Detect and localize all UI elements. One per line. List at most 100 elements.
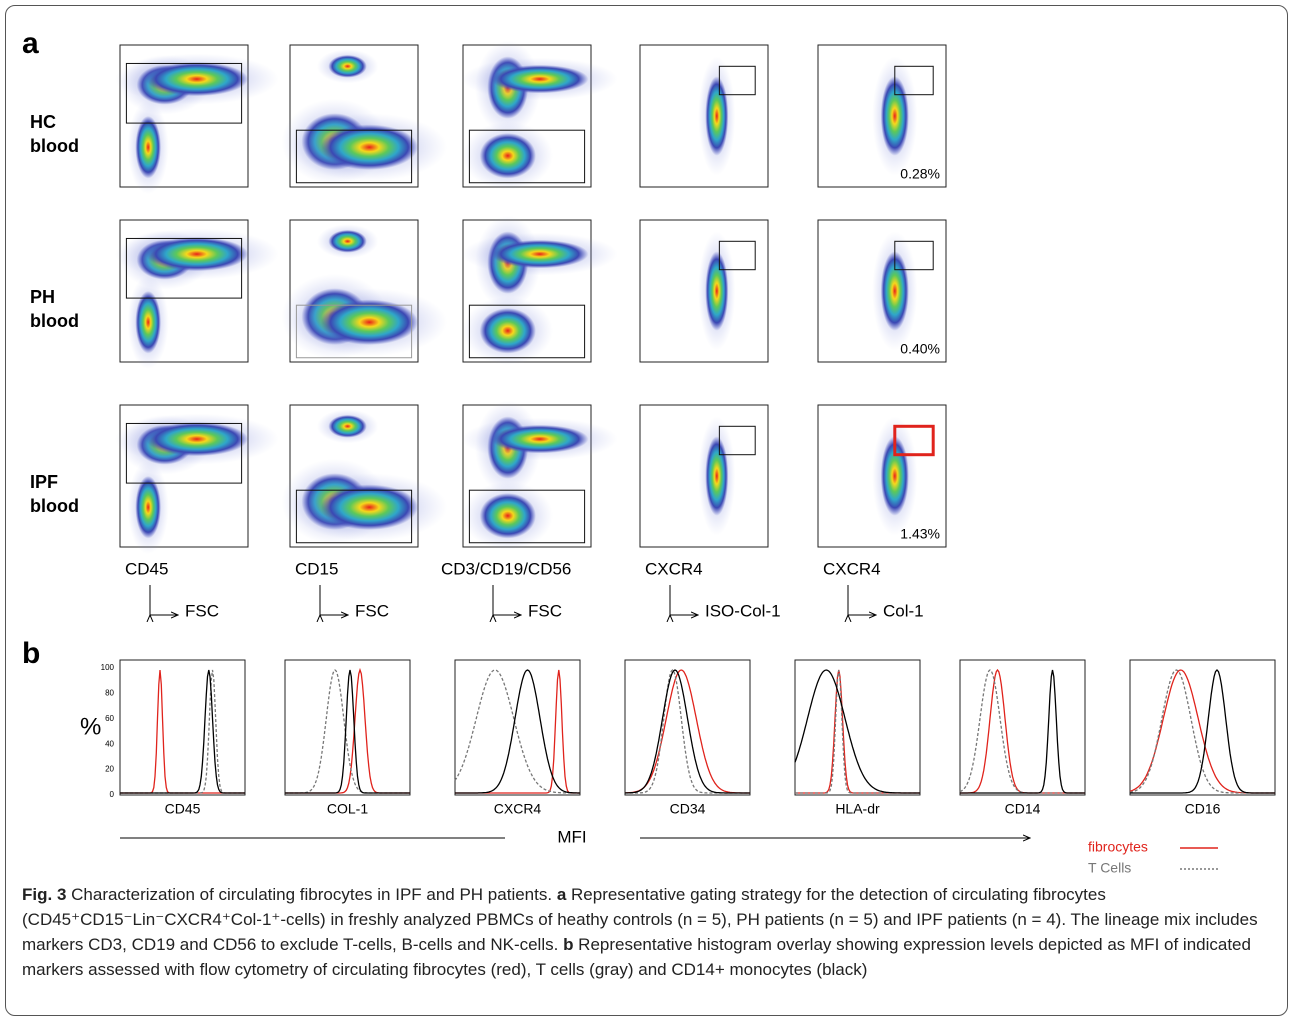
gate: [125, 422, 243, 484]
histogram-curve: [625, 669, 750, 794]
histogram-curve: [960, 669, 1085, 794]
density: [145, 422, 248, 457]
density: [135, 116, 161, 179]
density: [320, 484, 418, 530]
y-tick-label: 100: [101, 663, 115, 672]
density: [145, 62, 248, 97]
axis-y-label: CD45: [125, 559, 168, 578]
gate: [718, 65, 756, 96]
histogram-frame: [119, 659, 246, 796]
histogram-curve: [120, 669, 245, 794]
y-label: %: [80, 713, 101, 740]
density: [135, 476, 161, 539]
figure: a b % MFI HC blood 0.28% PH blood 0.40% IPF blo…: [22, 27, 1276, 876]
fig-label: Fig. 3: [22, 885, 67, 904]
axis-x-label: Col-1: [883, 601, 924, 620]
x-label: MFI: [557, 827, 586, 846]
axis-arrow: [670, 585, 698, 615]
caption-label: b: [563, 935, 574, 954]
histogram-curve: [285, 669, 410, 794]
legend-label: T Cells: [1088, 860, 1131, 876]
gate: [718, 425, 756, 456]
axis-arrow: [493, 585, 521, 615]
axis-y-label: CD3/CD19/CD56: [441, 559, 571, 578]
caption-label: a: [556, 885, 567, 904]
marker-label: CD34: [670, 801, 706, 817]
density: [491, 64, 589, 94]
density: [320, 124, 418, 170]
histogram-curve: [1130, 669, 1275, 794]
caption-title: Characterization of circulating fibrocyt…: [66, 885, 557, 904]
histogram-frame: [794, 659, 921, 796]
histogram-curve: [624, 669, 750, 794]
density: [491, 424, 589, 454]
histogram-curve: [794, 669, 920, 794]
density: [320, 299, 418, 345]
row-label: HC: [30, 112, 56, 132]
figure-frame: [5, 5, 1288, 1016]
axis-y-label: CXCR4: [823, 559, 881, 578]
gate: [295, 304, 413, 359]
density: [705, 436, 729, 516]
gate: [893, 424, 935, 457]
panel-label: a: [22, 27, 39, 60]
percent: 1.43%: [900, 526, 940, 542]
gate: [718, 240, 756, 271]
gate: [468, 129, 586, 184]
marker-label: CD16: [1185, 801, 1221, 817]
marker-label: COL-1: [327, 801, 368, 817]
gate: [894, 240, 934, 271]
percent: 0.40%: [900, 341, 940, 357]
histogram-frame: [284, 659, 411, 796]
y-tick-label: 80: [105, 689, 114, 698]
density: [145, 237, 248, 272]
histogram-frame: [1129, 659, 1276, 796]
caption-text: Representative histogram overlay showing…: [22, 935, 1251, 979]
gate: [295, 489, 413, 544]
gate: [125, 62, 243, 124]
gate: [468, 489, 586, 544]
row-label: IPF: [30, 472, 58, 492]
row-label: blood: [30, 136, 79, 156]
density: [705, 251, 729, 331]
axis-x-label: FSC: [355, 601, 389, 620]
density: [705, 76, 729, 156]
percent: 0.28%: [900, 166, 940, 182]
panel-label: b: [22, 637, 40, 670]
gate: [125, 237, 243, 299]
histogram-curve: [454, 669, 580, 794]
density: [328, 229, 367, 253]
density: [479, 308, 536, 354]
axis-arrow: [150, 585, 178, 615]
axis-arrow: [848, 585, 876, 615]
histogram-curve: [455, 669, 580, 794]
axis-y-label: CXCR4: [645, 559, 703, 578]
axis-x-label: FSC: [185, 601, 219, 620]
marker-label: HLA-dr: [835, 801, 880, 817]
density: [328, 414, 367, 438]
marker-label: CXCR4: [494, 801, 542, 817]
y-tick-label: 40: [105, 739, 114, 748]
density: [135, 291, 161, 354]
density: [479, 133, 536, 179]
caption-text: Representative gating strategy for the d…: [22, 885, 1258, 954]
legend-label: fibrocytes: [1088, 839, 1148, 855]
density: [491, 239, 589, 269]
axis-x-label: FSC: [528, 601, 562, 620]
histogram-frame: [624, 659, 751, 796]
y-tick-label: 0: [110, 790, 115, 799]
axis-arrow: [320, 585, 348, 615]
gate: [468, 304, 586, 359]
density: [328, 54, 367, 78]
y-tick-label: 20: [105, 765, 114, 774]
gate: [295, 129, 413, 184]
density: [479, 493, 536, 539]
gate: [894, 65, 934, 96]
axis-x-label: ISO-Col-1: [705, 601, 781, 620]
row-label: blood: [30, 311, 79, 331]
marker-label: CD14: [1005, 801, 1041, 817]
histogram-frame: [959, 659, 1086, 796]
marker-label: CD45: [165, 801, 201, 817]
density: [880, 251, 909, 331]
